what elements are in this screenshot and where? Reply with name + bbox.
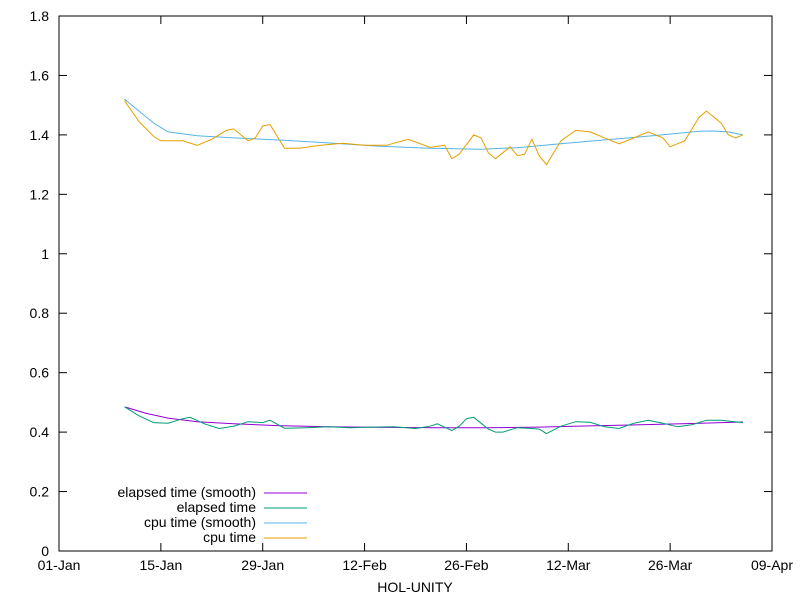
y-tick-label: 0 — [41, 543, 49, 559]
x-tick-label: 01-Jan — [38, 557, 81, 573]
series-layer — [124, 98, 744, 435]
legend-label: elapsed time (smooth) — [117, 484, 256, 500]
x-tick-label: 29-Jan — [241, 557, 284, 573]
y-axis: 0 0.2 0.4 0.6 0.8 1 1.2 1.4 1.6 1.8 — [30, 8, 772, 559]
y-tick-label: 0.4 — [30, 424, 50, 440]
y-tick-label: 1.2 — [30, 186, 50, 202]
y-tick-label: 0.8 — [30, 305, 50, 321]
series-line-2 — [124, 98, 744, 150]
plot-frame — [58, 15, 773, 552]
series-line-1 — [124, 406, 743, 435]
legend-label: cpu time (smooth) — [144, 514, 256, 530]
y-tick-label: 1 — [41, 246, 49, 262]
y-tick-label: 0.2 — [30, 484, 50, 500]
y-tick-label: 1.6 — [30, 67, 50, 83]
y-tick-label: 0.6 — [30, 365, 50, 381]
y-tick-label: 1.8 — [30, 8, 50, 24]
x-tick-label: 15-Jan — [139, 557, 182, 573]
x-axis-title: HOL-UNITY — [377, 579, 453, 595]
x-tick-label: 09-Apr — [751, 557, 793, 573]
x-tick-label: 26-Feb — [444, 557, 489, 573]
x-tick-label: 12-Feb — [342, 557, 387, 573]
y-tick-label: 1.4 — [30, 127, 50, 143]
x-axis: 01-Jan 15-Jan 29-Jan 12-Feb 26-Feb 12-Mar 26-M… — [38, 16, 793, 573]
legend-label: elapsed time — [177, 499, 257, 515]
series-line-3 — [124, 100, 744, 166]
x-tick-label: 12-Mar — [546, 557, 591, 573]
legend-label: cpu time — [203, 529, 256, 545]
x-tick-label: 26-Mar — [648, 557, 693, 573]
